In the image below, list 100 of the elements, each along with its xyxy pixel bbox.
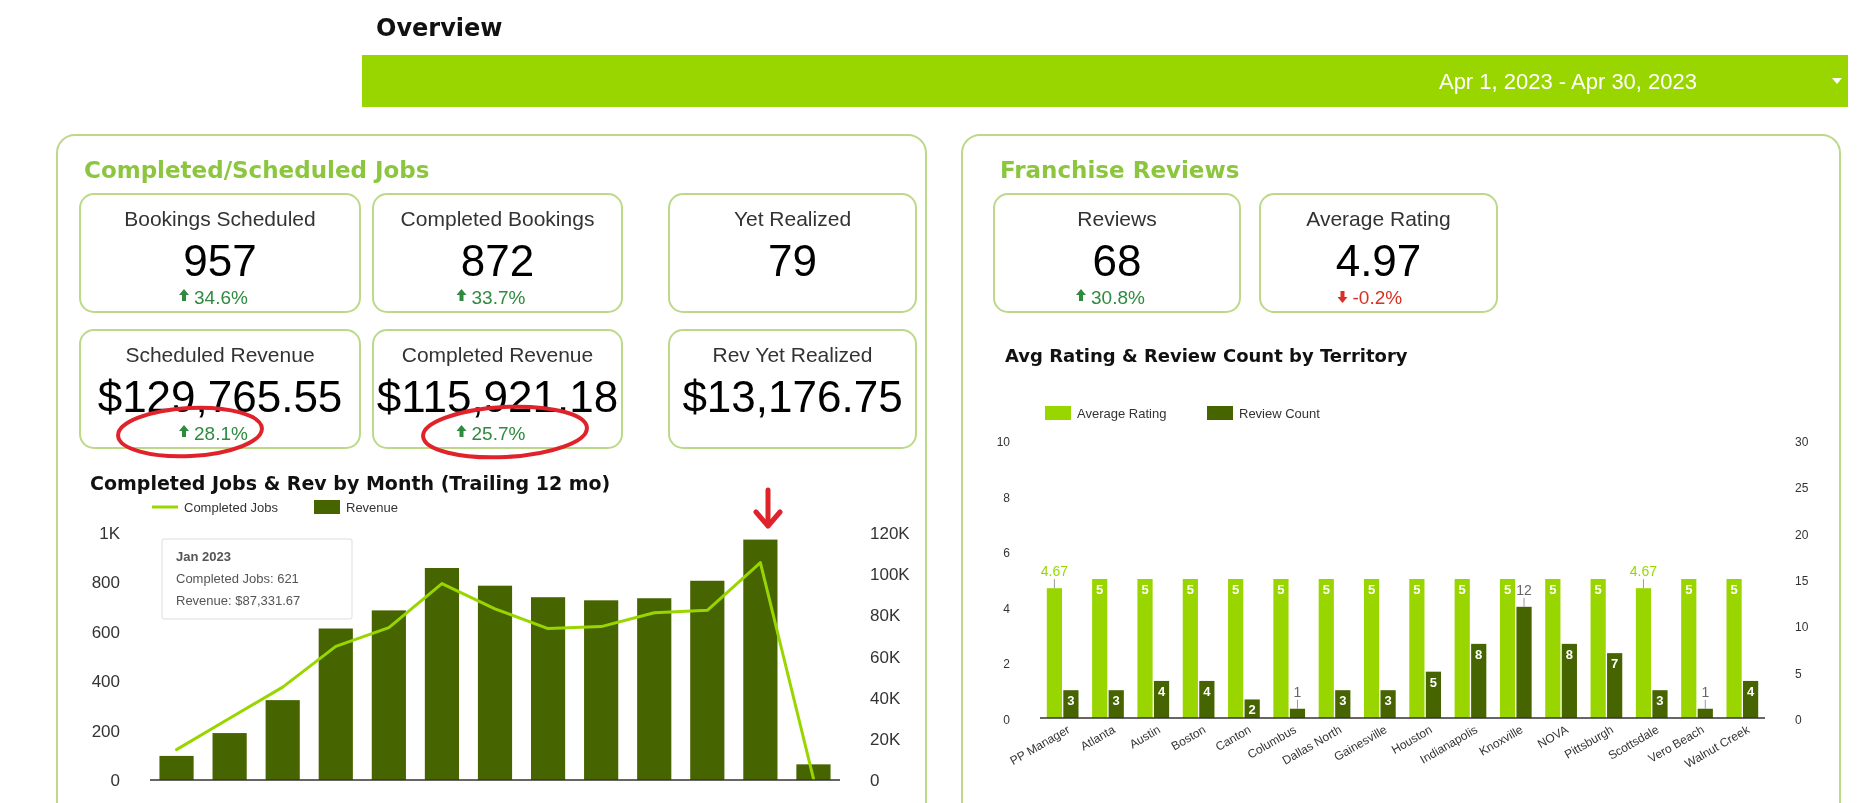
data-label: 1 (1293, 683, 1302, 700)
y2-tick-label: 20K (870, 729, 901, 749)
category-label: Average Rating (1306, 207, 1451, 230)
text: 33.7% (471, 287, 526, 308)
y2-tick-label: 15 (1795, 574, 1809, 588)
y-tick-label: 0 (110, 771, 120, 790)
y2-tick-label: 120K (870, 524, 911, 543)
data-label: 5 (1458, 582, 1466, 597)
y2-tick-label: 5 (1795, 666, 1802, 681)
y-tick-label: 400 (91, 672, 120, 692)
legend-label: Completed Jobs (184, 500, 279, 515)
data-label: 3 (1656, 693, 1664, 709)
text: 28.1% (194, 423, 248, 444)
data-label: 5 (1730, 582, 1738, 597)
data-label: 3 (1339, 693, 1347, 709)
text: Overview (376, 14, 503, 42)
data-label: 5 (1685, 582, 1693, 597)
category-label: Completed Revenue (401, 343, 594, 366)
legend-label: Average Rating (1077, 406, 1167, 421)
annotation: Completed Jobs: 621 (176, 571, 299, 586)
data-label: 5 (1096, 582, 1104, 597)
data-label: 7 (1611, 656, 1619, 672)
data-label: 4.67 (1040, 563, 1069, 580)
data-label: 4 (1157, 683, 1166, 699)
line-series (175, 561, 815, 781)
data-label: 3 (1067, 693, 1075, 709)
bar (212, 733, 247, 780)
text: Franchise Reviews (1000, 157, 1240, 183)
data-label: 3 (1384, 693, 1392, 709)
data-label: 5 (1367, 582, 1376, 597)
legend-label: Revenue (346, 500, 399, 515)
y2-tick-label: 40K (870, 688, 901, 708)
text: 34.6% (194, 287, 248, 308)
text: 957 (183, 236, 257, 285)
bar (159, 755, 194, 780)
text: $129,765.55 (97, 372, 343, 421)
data-label: 2 (1248, 702, 1256, 718)
bar (690, 580, 725, 780)
text: 25.7% (471, 423, 526, 444)
data-label: 5 (1277, 582, 1285, 597)
data-label: 12 (1516, 581, 1533, 598)
category-label: Reviews (1077, 207, 1157, 230)
y2-tick-label: 0 (870, 771, 880, 790)
data-label: 5 (1141, 582, 1149, 597)
y2-tick-label: 25 (1795, 481, 1809, 496)
category-label: Scheduled Revenue (125, 343, 315, 366)
y2-tick-label: 10 (1795, 620, 1809, 635)
data-label: 3 (1112, 693, 1120, 709)
legend-label: Review Count (1239, 406, 1321, 421)
y2-tick-label: 0 (1795, 713, 1802, 727)
data-label: 5 (1413, 582, 1421, 597)
data-label: 8 (1475, 646, 1483, 662)
text: 872 (460, 236, 535, 285)
data-label: 5 (1232, 582, 1240, 597)
text: Completed/Scheduled Jobs (84, 157, 430, 183)
y-tick-label: 0 (1003, 713, 1011, 727)
text: $13,176.75 (682, 372, 903, 421)
annotation: Jan 2023 (176, 549, 231, 564)
y-tick-label: 6 (1003, 546, 1011, 561)
y2-tick-label: 20 (1795, 527, 1809, 542)
y2-tick-label: 30 (1795, 435, 1809, 449)
data-label: 5 (1429, 674, 1438, 690)
bar (318, 628, 353, 780)
y2-tick-label: 80K (870, 606, 901, 626)
y-tick-label: 4 (1003, 601, 1011, 616)
data-label: 5 (1549, 582, 1557, 597)
data-label: 1 (1701, 683, 1710, 700)
bar (743, 539, 778, 780)
text: Apr 1, 2023 - Apr 30, 2023 (1438, 69, 1698, 94)
bar (265, 700, 300, 780)
text: 30.8% (1091, 287, 1145, 308)
bar (1063, 690, 1079, 718)
chart-title: Completed Jobs & Rev by Month (Trailing 12 mo) (90, 472, 611, 494)
text: 79 (768, 236, 817, 285)
data-label: 4.67 (1629, 563, 1658, 580)
y-tick-label: 200 (91, 721, 120, 741)
chart-title: Avg Rating & Review Count by Territory (1005, 345, 1408, 366)
data-label: 5 (1186, 582, 1194, 597)
bar (424, 567, 460, 780)
bar (1652, 690, 1668, 718)
y-tick-label: 10 (996, 435, 1011, 449)
text: -0.2% (1352, 287, 1403, 308)
bar (477, 585, 513, 780)
text: $115,921.18 (376, 372, 619, 421)
category-label: Yet Realized (733, 207, 852, 230)
y-tick-label: 600 (91, 622, 120, 642)
text: 4.97 (1335, 236, 1422, 285)
data-label: 5 (1594, 582, 1602, 597)
data-label: 5 (1503, 582, 1512, 597)
bar (584, 600, 619, 780)
bar (530, 597, 566, 780)
category-label: Rev Yet Realized (712, 343, 873, 366)
category-label: Bookings Scheduled (124, 207, 316, 230)
data-label: 8 (1565, 646, 1573, 662)
text: 68 (1092, 236, 1142, 285)
y2-tick-label: 60K (870, 647, 901, 667)
annotation: Revenue: $87,331.67 (176, 593, 301, 608)
data-label: 4 (1203, 683, 1212, 699)
y-tick-label: 2 (1003, 657, 1011, 672)
data-label: 4 (1746, 683, 1755, 699)
